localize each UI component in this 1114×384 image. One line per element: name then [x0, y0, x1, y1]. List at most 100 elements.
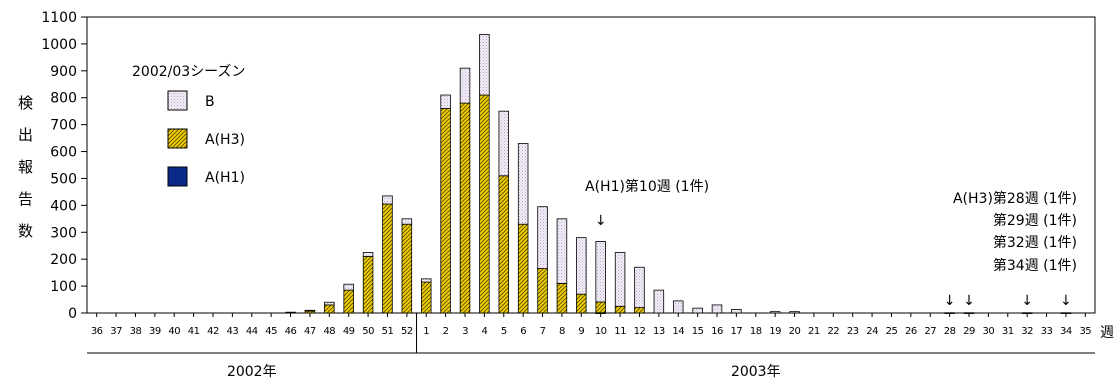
x-tick-label: 3	[462, 326, 468, 337]
annotation-arrow: ↓	[1021, 293, 1033, 309]
x-tick-label: 2	[443, 326, 449, 337]
y-axis-label-char: 出	[18, 126, 33, 144]
x-tick-label: 24	[866, 326, 878, 337]
bar-b-week-8	[556, 218, 568, 284]
y-tick-label: 600	[50, 145, 77, 161]
bar-b-week-48	[324, 301, 335, 306]
bar-ah3-week-49	[343, 289, 354, 314]
bar-b-week-16	[711, 304, 723, 314]
bar-b-week-17	[731, 309, 742, 314]
y-tick-label: 200	[50, 252, 77, 268]
y-tick-label: 1000	[41, 37, 77, 53]
x-tick-label: 45	[265, 326, 277, 337]
bar-b-week-9	[576, 237, 587, 295]
y-tick-label: 400	[50, 198, 77, 214]
legend-swatch-a-h3	[167, 128, 188, 149]
bar-b-week-3	[459, 67, 471, 104]
bar-ah3-week-51	[382, 203, 393, 314]
annotation-week32: 第32週 (1件)	[993, 234, 1077, 251]
annotation-arrow: ↓	[944, 293, 956, 309]
x-tick-label: 39	[149, 326, 161, 337]
x-tick-label: 11	[614, 326, 626, 337]
annotation-arrow: ↓	[963, 293, 975, 309]
x-tick-label: 25	[886, 326, 898, 337]
bar-b-week-1	[420, 278, 432, 283]
legend-label-a-h3: A(H3)	[205, 132, 245, 148]
year-brackets: 2002年 2003年	[87, 313, 1095, 380]
bar-b-week-2	[440, 94, 451, 109]
x-tick-label: 51	[382, 326, 394, 337]
bar-b-week-6	[517, 143, 529, 225]
legend-label-a-h1: A(H1)	[205, 170, 245, 186]
bar-ah3-week-8	[556, 282, 568, 314]
x-tick-label: 47	[304, 326, 316, 337]
x-tick-label: 26	[905, 326, 917, 337]
x-tick-label: 14	[672, 326, 684, 337]
x-tick-label: 20	[789, 326, 801, 337]
y-axis-label-char: 告	[18, 190, 33, 208]
x-axis-label: 週	[1100, 325, 1114, 341]
bar-b-week-15	[692, 307, 703, 314]
bar-ah3-week-3	[459, 102, 471, 314]
x-tick-label: 44	[246, 326, 258, 337]
y-tick-label: 100	[50, 279, 77, 295]
bar-b-week-7	[537, 206, 548, 269]
x-tick-label: 22	[827, 326, 839, 337]
x-tick-label: 10	[595, 326, 607, 337]
x-tick-label: 12	[634, 326, 646, 337]
x-tick-label: 48	[323, 326, 335, 337]
bar-ah3-week-11	[614, 305, 626, 314]
annotation-arrow: ↓	[1060, 293, 1072, 309]
y-tick-label: 900	[50, 64, 77, 80]
bar-ah3-week-46	[285, 311, 296, 314]
x-tick-label: 52	[401, 326, 413, 337]
legend-swatch-b	[167, 90, 188, 111]
y-tick-label: 700	[50, 118, 77, 134]
y-tick-label: 500	[50, 171, 77, 187]
bar-b-week-49	[343, 283, 354, 291]
bar-ah3-week-2	[440, 108, 451, 314]
year-label-2003: 2003年	[731, 364, 781, 380]
x-tick-label: 41	[188, 326, 200, 337]
bar-ah3-week-9	[576, 293, 587, 314]
x-tick-label: 18	[750, 326, 762, 337]
y-tick-label: 300	[50, 225, 77, 241]
year-label-2002: 2002年	[227, 364, 277, 380]
x-tick-label: 8	[559, 326, 565, 337]
x-tick-label: 38	[130, 326, 142, 337]
bar-b-week-5	[498, 110, 510, 177]
legend-swatch-a-h1	[167, 166, 188, 187]
x-tick-label: 7	[540, 326, 546, 337]
bar-b-week-19	[769, 311, 781, 314]
x-axis: 36 37 38 39 40 41 42 43 44 45 46 47 48 49 50 51 52 1 2 3 4 5 6…	[91, 313, 1114, 341]
bar-b-week-13	[653, 289, 665, 314]
y-axis-label-char: 報	[18, 158, 33, 176]
x-tick-label: 33	[1041, 326, 1053, 337]
x-tick-label: 32	[1021, 326, 1033, 337]
bar-b-week-52	[401, 218, 413, 225]
annotation-h1-week10: A(H1)第10週 (1件)	[585, 178, 709, 195]
x-tick-label: 31	[1002, 326, 1014, 337]
annotations: A(H1)第10週 (1件) A(H3)第28週 (1件) 第29週 (1件) …	[585, 178, 1077, 309]
bar-ah3-week-52	[401, 223, 413, 314]
x-tick-label: 19	[769, 326, 781, 337]
x-tick-label: 15	[692, 326, 704, 337]
x-tick-label: 9	[578, 326, 584, 337]
x-tick-label: 46	[285, 326, 297, 337]
x-tick-label: 34	[1060, 326, 1072, 337]
y-axis-label-char: 数	[18, 222, 33, 240]
bar-ah3-week-12	[634, 307, 645, 314]
x-tick-label: 43	[227, 326, 239, 337]
x-tick-label: 27	[924, 326, 936, 337]
bar-b-week-50	[362, 252, 374, 257]
x-tick-label: 13	[653, 326, 665, 337]
bar-b-week-14	[672, 300, 684, 314]
bar-b-week-12	[634, 266, 645, 309]
x-tick-label: 49	[343, 326, 355, 337]
bar-b-week-51	[382, 195, 393, 205]
bar-b-week-4	[479, 34, 490, 96]
bar-b-week-11	[614, 252, 626, 307]
bar-ah3-week-10	[595, 301, 606, 314]
x-tick-label: 42	[207, 326, 219, 337]
